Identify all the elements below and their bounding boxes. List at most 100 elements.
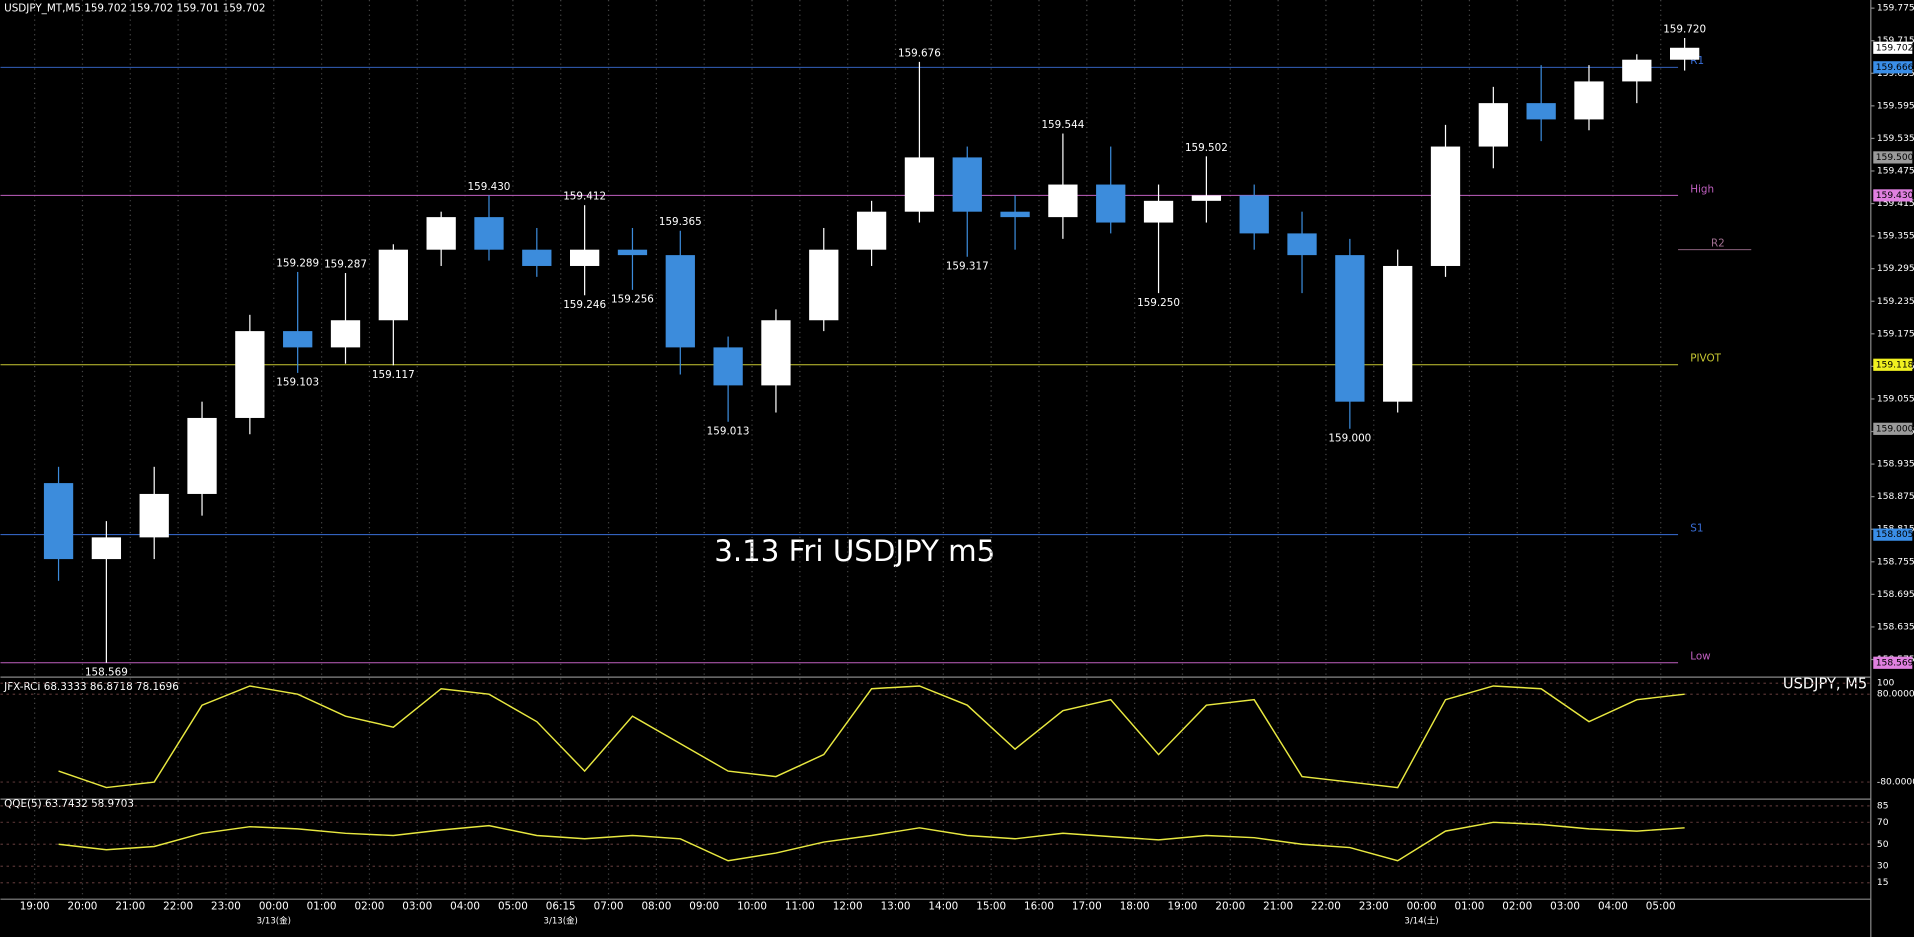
- y-tick-label: 159.175: [1877, 329, 1914, 339]
- candle-body: [1430, 146, 1461, 266]
- low-label: 159.103: [276, 377, 319, 389]
- candle-body: [283, 331, 313, 348]
- high-label: 159.430: [468, 181, 511, 193]
- candle-body: [1096, 184, 1126, 223]
- high-label: 159.676: [898, 47, 941, 59]
- candle-body: [569, 249, 600, 266]
- low-label: 159.013: [707, 426, 750, 438]
- candle-body: [1048, 184, 1078, 218]
- x-tick-label: 17:00: [1072, 900, 1102, 912]
- candle-body: [235, 331, 265, 418]
- x-tick-label: 23:00: [1359, 900, 1389, 912]
- x-tick-label: 04:00: [450, 900, 480, 912]
- x-tick-label: 16:00: [1024, 900, 1054, 912]
- candle-body: [952, 157, 982, 212]
- candle-body: [904, 157, 935, 212]
- x-tick-label: 01:00: [307, 900, 337, 912]
- x-tick-label: 22:00: [1311, 900, 1341, 912]
- y-tick-label: 159.475: [1877, 166, 1914, 176]
- candle-body: [1239, 195, 1269, 234]
- low-label: 159.246: [563, 299, 606, 311]
- x-tick-label: 04:00: [1598, 900, 1628, 912]
- x-tick-label: 20:00: [1215, 900, 1245, 912]
- candle-body: [1143, 200, 1174, 223]
- y-tick-label: 159.715: [1877, 36, 1914, 46]
- price-marker: [1873, 358, 1913, 371]
- candle-body: [474, 217, 504, 250]
- candle-body: [1526, 103, 1556, 120]
- low-label: 159.250: [1137, 297, 1180, 309]
- candle-body: [378, 249, 408, 321]
- y-tick-label: 159.595: [1877, 101, 1914, 111]
- x-tick-label: 18:00: [1120, 900, 1150, 912]
- y-tick-label: 158.635: [1877, 622, 1914, 632]
- indicator-line: [58, 685, 1685, 789]
- x-tick-label: 00:00: [1407, 900, 1437, 912]
- level-label: S1: [1690, 523, 1703, 535]
- x-tick-label: 00:00: [259, 900, 289, 912]
- indicator-title: JFX-RCI 68.3333 86.8718 78.1696: [3, 681, 179, 693]
- x-tick-label: 14:00: [928, 900, 958, 912]
- price-marker: [1873, 422, 1913, 435]
- x-tick-label: 09:00: [689, 900, 719, 912]
- price-marker: [1873, 61, 1913, 74]
- candle-body: [1669, 47, 1700, 60]
- x-tick-label: 06:15: [546, 900, 576, 912]
- candle-body: [1622, 59, 1652, 82]
- price-marker-label: 159.118: [1876, 360, 1914, 370]
- date-label: 3/14(土): [1404, 915, 1438, 927]
- candle-body: [91, 537, 122, 560]
- candle-body: [426, 217, 456, 250]
- x-tick-label: 10:00: [737, 900, 767, 912]
- y-tick-label: 158.755: [1877, 557, 1914, 567]
- candle-body: [187, 417, 217, 494]
- level-label: High: [1690, 183, 1714, 195]
- price-marker-label: 159.702: [1876, 43, 1914, 53]
- indicator-title: QQE(5) 63.7432 58.9703: [4, 798, 134, 810]
- level-label: Low: [1690, 651, 1711, 663]
- candle-body: [1287, 233, 1317, 256]
- high-label: 159.502: [1185, 142, 1228, 154]
- y-tick-label: 158.695: [1877, 590, 1914, 600]
- y-tick-label: 158.935: [1877, 460, 1914, 470]
- candle-body: [522, 249, 552, 266]
- symbol-label: USDJPY, M5: [1783, 675, 1867, 692]
- y-tick-label: 159.415: [1877, 199, 1914, 209]
- candle-body: [330, 320, 361, 348]
- x-tick-label: 11:00: [785, 900, 815, 912]
- indicator-tick-label: 30: [1877, 862, 1889, 872]
- candle-body: [139, 493, 169, 538]
- price-marker-label: 158.569: [1876, 658, 1914, 668]
- x-tick-label: 02:00: [354, 900, 384, 912]
- x-tick-label: 03:00: [1550, 900, 1580, 912]
- low-label: 159.117: [372, 369, 415, 381]
- high-label: 159.412: [563, 191, 606, 203]
- x-tick-label: 01:00: [1454, 900, 1484, 912]
- y-tick-label: 159.295: [1877, 264, 1914, 274]
- y-tick-label: 159.055: [1877, 394, 1914, 404]
- indicator-line: [58, 821, 1685, 862]
- candle-body: [1000, 211, 1030, 218]
- y-tick-label: 159.775: [1877, 4, 1914, 14]
- candle-body: [1478, 103, 1508, 147]
- high-label: 159.287: [324, 258, 367, 270]
- y-tick-label: 158.875: [1877, 492, 1914, 502]
- indicator-tick-label: 85: [1877, 801, 1889, 811]
- low-label: 159.317: [946, 261, 989, 273]
- price-marker: [1873, 528, 1913, 541]
- x-tick-label: 08:00: [641, 900, 671, 912]
- x-tick-label: 19:00: [1168, 900, 1198, 912]
- x-tick-label: 21:00: [115, 900, 145, 912]
- x-tick-label: 23:00: [211, 900, 241, 912]
- price-marker-label: 159.500: [1876, 153, 1914, 163]
- candle-body: [617, 249, 648, 256]
- x-tick-label: 15:00: [976, 900, 1006, 912]
- high-label: 159.289: [276, 257, 319, 269]
- indicator-tick-label: 100: [1877, 679, 1895, 689]
- x-tick-label: 21:00: [1263, 900, 1293, 912]
- price-marker: [1873, 656, 1913, 669]
- candle-body: [665, 255, 695, 348]
